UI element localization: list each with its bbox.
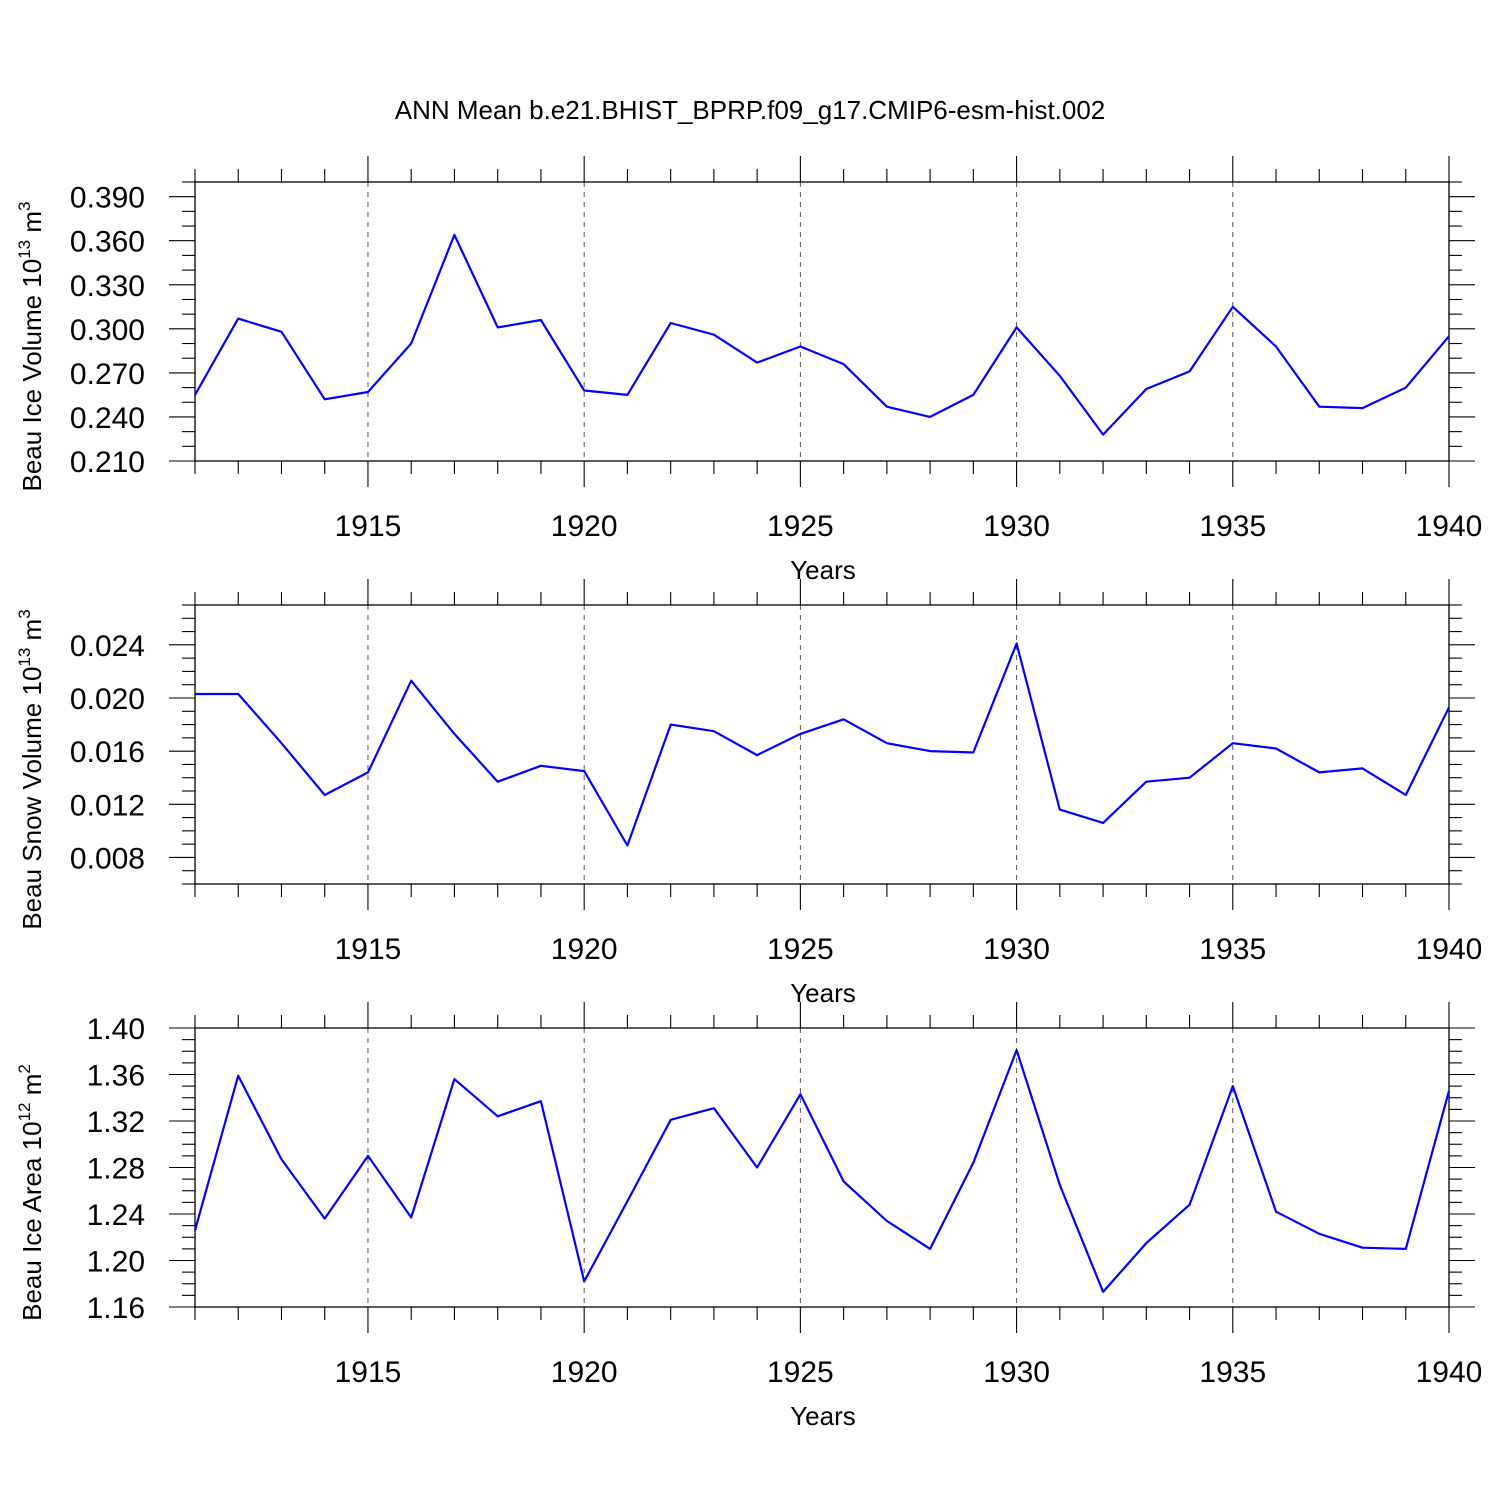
y-tick-label: 0.210	[70, 446, 145, 479]
x-tick-label: 1920	[551, 1356, 618, 1389]
panel-3: 1.16 1.20 1.24 1.28 1.32 1.36 1.40 1915 1920 1925…	[15, 1002, 1482, 1431]
y-tick-label: 0.360	[70, 226, 145, 259]
y-tick-label: 1.20	[87, 1246, 145, 1279]
x-tick-label: 1930	[983, 933, 1050, 966]
plot-frame	[194, 181, 1450, 462]
plot-title: ANN Mean b.e21.BHIST_BPRP.f09_g17.CMIP6-…	[395, 95, 1106, 125]
y-tick-label: 0.390	[70, 182, 145, 215]
y-tick-label: 0.270	[70, 358, 145, 391]
x-tick-label: 1915	[335, 933, 402, 966]
y-tick-label: 0.016	[70, 736, 145, 769]
x-tick-label: 1925	[767, 1356, 834, 1389]
x-tick-label: 1920	[551, 933, 618, 966]
y-tick-label: 0.300	[70, 314, 145, 347]
panel-1: 0.210 0.240 0.270 0.300 0.330 0.360 0.390 1915 1…	[15, 156, 1482, 585]
series-line	[194, 233, 1450, 436]
y-tick-label: 0.020	[70, 683, 145, 716]
series-line	[193, 1048, 1451, 1294]
y-tick-label: 0.012	[70, 789, 145, 822]
x-axis-title: Years	[790, 1401, 856, 1431]
x-tick-label: 1940	[1416, 1356, 1483, 1389]
x-tick-label: 1930	[983, 1356, 1050, 1389]
y-tick-label: 0.024	[70, 630, 145, 663]
x-tick-label: 1940	[1416, 510, 1483, 543]
y-tick-label: 1.36	[87, 1060, 145, 1093]
y-tick-label: 1.32	[87, 1106, 145, 1139]
y-tick-label: 1.28	[87, 1153, 145, 1186]
x-tick-label: 1915	[335, 510, 402, 543]
x-tick-label: 1940	[1416, 933, 1483, 966]
y-axis-title: Beau Ice Area 1012 m2	[15, 1064, 47, 1321]
y-axis-title: Beau Ice Volume 1013 m3	[15, 202, 47, 492]
x-axis-title: Years	[790, 978, 856, 1008]
x-tick-label: 1925	[767, 933, 834, 966]
y-tick-label: 0.240	[70, 402, 145, 435]
plot-frame	[194, 604, 1450, 885]
x-axis-title: Years	[790, 555, 856, 585]
y-tick-label: 0.008	[70, 842, 145, 875]
y-axis-title: Beau Snow Volume 1013 m3	[15, 609, 47, 929]
y-tick-label: 1.24	[87, 1199, 145, 1232]
x-tick-label: 1935	[1199, 1356, 1266, 1389]
x-tick-label: 1920	[551, 510, 618, 543]
x-tick-label: 1915	[335, 1356, 402, 1389]
x-tick-label: 1935	[1199, 933, 1266, 966]
x-tick-label: 1930	[983, 510, 1050, 543]
panel-2: 0.008 0.012 0.016 0.020 0.024 1915 1920 1925 193…	[15, 579, 1482, 1008]
series-line	[195, 642, 1450, 847]
x-tick-label: 1935	[1199, 510, 1266, 543]
y-tick-label: 0.330	[70, 270, 145, 303]
y-tick-label: 1.16	[87, 1292, 145, 1325]
y-tick-label: 1.40	[87, 1013, 145, 1046]
x-tick-label: 1925	[767, 510, 834, 543]
